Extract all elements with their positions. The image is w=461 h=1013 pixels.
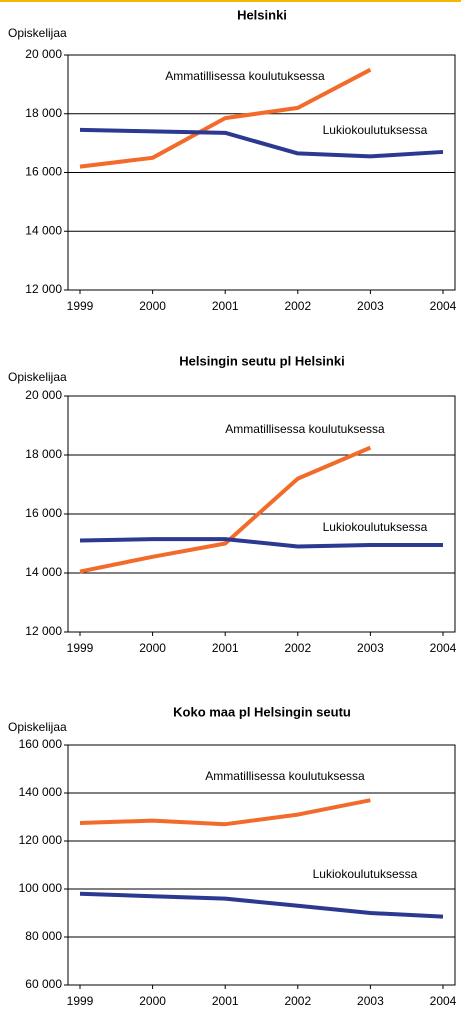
series-label: Lukiokoulutuksessa	[323, 520, 428, 534]
y-tick-label: 16 000	[25, 506, 62, 520]
series-line	[79, 798, 371, 827]
x-tick-label: 2003	[357, 994, 384, 1008]
x-tick-label: 2000	[139, 641, 166, 655]
x-tick-label: 2001	[212, 994, 239, 1008]
plot-frame	[67, 395, 456, 633]
y-axis-label: Opiskelijaa	[8, 370, 67, 384]
x-tick-label: 2004	[430, 641, 457, 655]
x-tick-label: 2002	[284, 299, 311, 313]
plot-frame	[67, 744, 456, 986]
y-tick-label: 14 000	[25, 223, 62, 237]
x-tick-label: 2002	[284, 994, 311, 1008]
series-label: Ammatillisessa koulutuksessa	[225, 422, 385, 436]
x-tick-label: 1999	[67, 994, 94, 1008]
y-tick-label: 14 000	[25, 565, 62, 579]
plot-frame	[67, 54, 456, 291]
x-tick-label: 2003	[357, 641, 384, 655]
x-tick-label: 2003	[357, 299, 384, 313]
y-tick-label: 18 000	[25, 106, 62, 120]
y-tick-label: 12 000	[25, 282, 62, 296]
y-axis-label: Opiskelijaa	[8, 720, 67, 734]
x-tick-label: 2000	[139, 994, 166, 1008]
y-tick-label: 60 000	[25, 977, 62, 991]
chart-title: Helsingin seutu pl Helsinki	[179, 353, 344, 368]
series-line	[79, 445, 372, 574]
series-line	[79, 67, 372, 169]
series-label: Lukiokoulutuksessa	[323, 123, 428, 137]
y-tick-label: 12 000	[25, 624, 62, 638]
x-tick-label: 2004	[430, 994, 457, 1008]
chart-title: Koko maa pl Helsingin seutu	[173, 704, 351, 719]
series-label: Ammatillisessa koulutuksessa	[165, 69, 325, 83]
y-tick-label: 80 000	[25, 929, 62, 943]
x-tick-label: 2001	[212, 641, 239, 655]
y-axis-label: Opiskelijaa	[8, 26, 67, 40]
x-tick-label: 2004	[430, 299, 457, 313]
series-line	[79, 891, 444, 919]
y-tick-label: 20 000	[25, 388, 62, 402]
y-tick-label: 140 000	[19, 785, 63, 799]
series-line	[79, 127, 444, 159]
y-tick-label: 16 000	[25, 165, 62, 179]
x-tick-label: 2000	[139, 299, 166, 313]
y-tick-label: 160 000	[19, 737, 63, 751]
x-tick-label: 1999	[67, 299, 94, 313]
y-tick-label: 100 000	[19, 881, 63, 895]
series-line	[79, 537, 443, 549]
x-tick-label: 1999	[67, 641, 94, 655]
top-rule	[0, 0, 461, 2]
y-tick-label: 18 000	[25, 447, 62, 461]
series-label: Lukiokoulutuksessa	[313, 867, 418, 881]
y-tick-label: 20 000	[25, 47, 62, 61]
x-tick-label: 2001	[212, 299, 239, 313]
x-tick-label: 2002	[284, 641, 311, 655]
series-label: Ammatillisessa koulutuksessa	[205, 769, 365, 783]
chart-title: Helsinki	[237, 7, 287, 22]
y-tick-label: 120 000	[19, 833, 63, 847]
